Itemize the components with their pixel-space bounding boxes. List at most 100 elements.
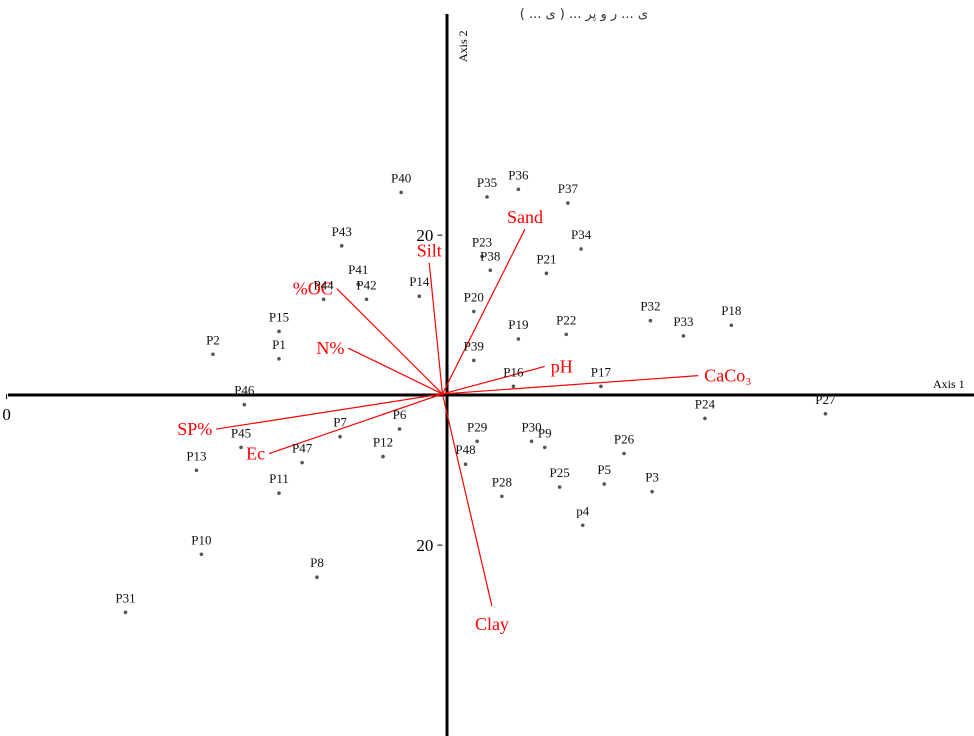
point-marker-11 [381, 454, 385, 459]
vectors-layer: CaCo₃ Sand Silt %OC N% pH SP% Ec Clay [177, 207, 751, 634]
point-marker-41 [364, 297, 369, 302]
point-marker-15 [511, 384, 516, 389]
point-marker-6 [338, 434, 342, 439]
vector-line-2 [428, 262, 444, 395]
point-marker-22 [480, 254, 484, 259]
point-label-6: P7 [333, 415, 347, 430]
point-marker-24 [557, 485, 562, 489]
point-marker-36 [566, 201, 570, 205]
vector-label-1: Sand [507, 207, 543, 227]
point-marker-10 [277, 491, 281, 496]
point-marker-5 [397, 427, 402, 431]
point-label-5: P6 [393, 407, 407, 422]
point-marker-17 [729, 323, 734, 328]
point-marker-47 [463, 462, 468, 466]
point-marker-25 [622, 451, 626, 456]
point-label-45: P46 [234, 383, 255, 398]
point-label-23: P24 [695, 396, 716, 411]
point-marker-45 [242, 402, 247, 407]
point-label-14: P15 [269, 309, 289, 324]
vector-line-4 [348, 347, 443, 395]
point-marker-39 [399, 190, 403, 195]
vector-line-6 [216, 393, 443, 430]
point-label-41: P42 [356, 277, 376, 292]
point-label-2: P3 [645, 470, 659, 485]
point-label-35: P36 [508, 167, 529, 182]
point-label-21: P22 [556, 312, 576, 327]
point-marker-32 [681, 334, 686, 338]
point-label-47: P48 [455, 442, 475, 457]
point-label-28: P29 [467, 419, 487, 434]
vector-line-3 [336, 288, 443, 395]
point-label-22: P23 [472, 235, 492, 250]
point-label-12: P13 [186, 448, 206, 463]
point-marker-7 [315, 575, 319, 579]
vector-label-5: pH [551, 356, 573, 376]
y-tick-label-1: 20 [416, 536, 433, 555]
vector-line-5 [442, 365, 545, 395]
point-marker-0 [277, 357, 281, 361]
point-marker-44 [239, 445, 243, 450]
point-label-30: P31 [115, 590, 135, 605]
point-label-24: P25 [550, 465, 570, 480]
point-marker-4 [602, 482, 607, 486]
point-marker-9 [199, 552, 204, 557]
point-marker-33 [579, 247, 583, 251]
point-marker-35 [516, 187, 521, 192]
point-label-3: p4 [576, 503, 590, 518]
point-marker-38 [471, 358, 476, 363]
y-axis-title: Axis 2 [456, 30, 470, 62]
point-label-7: P8 [310, 555, 324, 570]
header-caption-fragment: ی ... ر و پر ... ( ی ... ) [520, 7, 648, 22]
point-marker-21 [564, 332, 569, 337]
point-label-27: P28 [492, 474, 512, 489]
point-marker-14 [277, 329, 281, 334]
point-label-13: P14 [409, 274, 430, 289]
point-label-19: P20 [464, 290, 484, 305]
point-label-39: P40 [391, 170, 411, 185]
point-label-4: P5 [597, 462, 611, 477]
point-label-36: P37 [558, 181, 579, 196]
point-marker-16 [599, 384, 603, 389]
point-marker-42 [339, 244, 344, 248]
point-marker-12 [194, 468, 199, 473]
point-marker-34 [485, 195, 489, 199]
point-marker-19 [471, 309, 476, 314]
vector-label-8: Clay [475, 614, 509, 634]
point-marker-18 [516, 337, 521, 341]
ticks-layer: 0 20 20 [2, 226, 443, 555]
point-marker-23 [703, 416, 707, 421]
point-label-17: P18 [721, 303, 741, 318]
point-label-32: P33 [673, 314, 693, 329]
point-label-9: P10 [191, 532, 211, 547]
x-axis-title: Axis 1 [933, 377, 965, 391]
point-label-1: P2 [206, 332, 220, 347]
x-tick-label-0: 0 [2, 405, 11, 424]
point-marker-3 [580, 523, 585, 528]
point-label-0: P1 [272, 337, 286, 352]
point-marker-37 [488, 268, 493, 273]
axes-layer: Axis 1 Axis 2 [8, 14, 974, 736]
point-label-38: P39 [464, 338, 484, 353]
point-marker-43 [321, 297, 326, 302]
point-marker-30 [123, 610, 128, 615]
point-marker-27 [500, 494, 504, 499]
vector-label-7: Ec [246, 444, 265, 464]
point-label-37: P38 [480, 248, 500, 263]
vector-line-7 [268, 393, 443, 455]
point-label-34: P35 [477, 175, 497, 190]
point-label-33: P34 [571, 227, 592, 242]
point-label-26: P27 [815, 392, 836, 407]
point-label-18: P19 [508, 317, 528, 332]
point-marker-28 [475, 439, 479, 444]
point-marker-2 [650, 489, 654, 494]
point-marker-1 [211, 352, 215, 357]
vector-line-1 [441, 228, 526, 395]
vector-label-2: Silt [417, 241, 442, 261]
point-marker-40 [356, 282, 361, 286]
vector-line-8 [441, 393, 493, 607]
point-label-20: P21 [536, 251, 556, 266]
point-label-10: P11 [269, 471, 289, 486]
point-marker-31 [648, 318, 653, 323]
